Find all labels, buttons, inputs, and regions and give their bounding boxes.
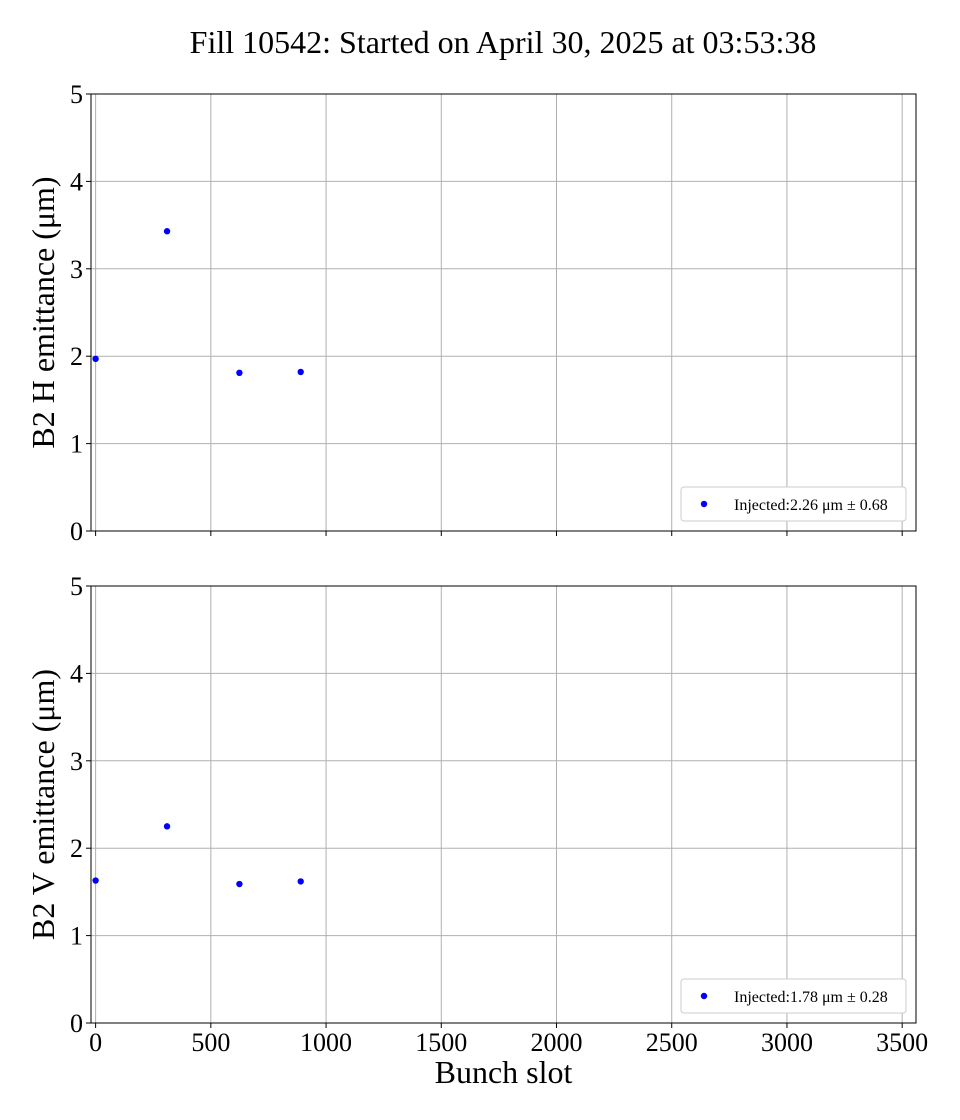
- plot-frame: [90, 93, 917, 532]
- y-tick-label: 2: [70, 342, 83, 371]
- data-point: [163, 228, 171, 235]
- x-axis-label: Bunch slot: [435, 1054, 573, 1090]
- figure-title: Fill 10542: Started on April 30, 2025 at…: [190, 24, 817, 60]
- y-tick-label: 5: [70, 572, 83, 601]
- y-tick-label: 3: [70, 255, 83, 284]
- y-tick-label: 5: [70, 80, 83, 109]
- data-point: [297, 368, 304, 376]
- legend-box: [680, 486, 907, 522]
- y-tick-label: 0: [70, 517, 83, 546]
- x-tick-label: 0: [89, 1028, 102, 1057]
- data-point: [236, 369, 243, 377]
- y-tick-label: 0: [70, 1009, 83, 1038]
- x-tick-label: 3500: [876, 1028, 928, 1057]
- legend-label: Injected:2.26 μm ± 0.68: [734, 497, 888, 514]
- legend-marker: [700, 992, 708, 1000]
- plot-frame: [90, 585, 917, 1024]
- legend-label: Injected:1.78 μm ± 0.28: [734, 989, 888, 1006]
- y-axis-label: B2 H emittance (μm): [25, 176, 61, 448]
- panel-b2-v-emittance: 0 500 1000 1500 2000 2500 3000 3500 0 1 2 3 4 5 B2 V e…: [25, 572, 928, 1090]
- y-tick-label: 1: [70, 922, 83, 951]
- x-tick-label: 1500: [415, 1028, 467, 1057]
- data-point: [92, 355, 99, 363]
- panel-b2-h-emittance: 0 1 2 3 4 5 B2 H emittance (μm) Injected:2.26 μ…: [25, 80, 917, 546]
- legend-marker: [700, 500, 708, 508]
- y-tick-label: 1: [70, 430, 83, 459]
- x-tick-label: 3000: [761, 1028, 813, 1057]
- data-point: [236, 880, 243, 888]
- data-point: [92, 877, 99, 884]
- data-point: [163, 823, 171, 830]
- x-tick-label: 2500: [646, 1028, 698, 1057]
- y-tick-label: 3: [70, 747, 83, 776]
- x-tick-label: 2000: [531, 1028, 583, 1057]
- x-tick-label: 500: [191, 1028, 230, 1057]
- y-tick-label: 4: [70, 659, 83, 688]
- y-axis-label: B2 V emittance (μm): [25, 669, 61, 940]
- data-point: [297, 878, 304, 885]
- y-tick-label: 4: [70, 167, 83, 196]
- legend-box: [680, 978, 907, 1014]
- x-tick-label: 1000: [300, 1028, 352, 1057]
- y-tick-label: 2: [70, 834, 83, 863]
